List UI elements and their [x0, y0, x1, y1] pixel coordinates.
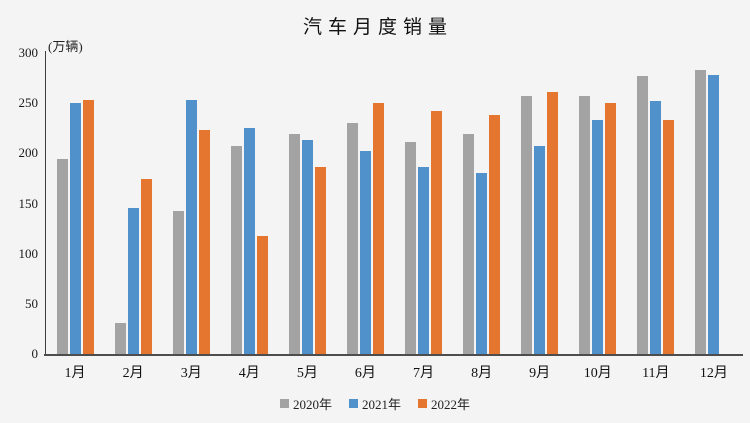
y-tick-label-100: 100	[18, 245, 39, 261]
bar-2021年-3月	[185, 100, 197, 354]
bar-2021年-10月	[592, 120, 604, 354]
x-tick-label-1月: 1月	[64, 366, 86, 381]
y-tick-label-50: 50	[25, 295, 38, 311]
x-tick-label-8月: 8月	[471, 366, 493, 381]
bar-group-6月	[336, 53, 394, 354]
x-tick-label-11月: 11月	[642, 366, 670, 381]
x-tick-label-9月: 9月	[529, 366, 551, 381]
y-tick-label-150: 150	[18, 195, 39, 211]
x-axis-tick-labels: 1月 2月 3月 4月 5月 6月 7月 8月 9月 10月 11月 12月	[46, 362, 743, 382]
bar-2021年-9月	[534, 146, 546, 354]
x-tick-label-12月: 12月	[699, 366, 728, 381]
bar-group-4月	[220, 53, 278, 354]
bar-group-12月	[685, 53, 743, 354]
legend-label: 2022年	[431, 397, 471, 412]
legend-swatch-icon	[279, 399, 289, 408]
x-tick-label-4月: 4月	[238, 366, 260, 381]
bar-2021年-5月	[301, 140, 313, 354]
bar-group-8月	[453, 53, 511, 354]
x-tick-label-5月: 5月	[296, 366, 318, 381]
y-tick-label-0: 0	[31, 346, 39, 361]
bar-2022年-1月	[82, 100, 94, 354]
bar-2020年-6月	[346, 123, 358, 354]
x-tick-label-3月: 3月	[180, 366, 202, 381]
bar-group-9月	[511, 53, 569, 354]
y-tick-label-200: 200	[18, 145, 39, 161]
bar-group-7月	[394, 53, 452, 354]
legend-swatch-icon	[348, 399, 358, 408]
bar-2020年-2月	[114, 323, 126, 354]
bar-2021年-11月	[650, 101, 662, 354]
bar-2021年-1月	[69, 103, 81, 354]
bar-2021年-2月	[127, 208, 139, 354]
bar-2022年-4月	[256, 236, 268, 354]
bar-2022年-10月	[605, 103, 617, 354]
bar-group-3月	[162, 53, 220, 354]
bar-2021年-7月	[418, 167, 429, 354]
legend-item-2022年: 2022年	[418, 394, 470, 413]
bar-2022年-11月	[663, 120, 675, 354]
chart-title: 汽车月度销量	[302, 17, 453, 38]
legend-label: 2020年	[292, 397, 332, 412]
legend: 2020年 2021年 2022年	[0, 394, 750, 413]
bar-2020年-9月	[521, 96, 533, 354]
bar-group-10月	[569, 53, 627, 354]
y-tick-label-300: 300	[18, 45, 39, 60]
bar-2021年-6月	[359, 151, 371, 354]
x-tick-label-7月: 7月	[413, 366, 434, 381]
bar-2022年-2月	[140, 179, 152, 354]
bar-group-11月	[627, 53, 685, 354]
bar-group-2月	[104, 53, 162, 354]
y-tick-label-250: 250	[18, 95, 39, 111]
bar-2020年-12月	[695, 70, 707, 354]
bar-2022年-5月	[314, 167, 326, 354]
x-tick-label-2月: 2月	[122, 366, 144, 381]
legend-label: 2021年	[361, 397, 401, 412]
bar-2020年-1月	[56, 159, 68, 354]
bar-2020年-11月	[637, 76, 649, 354]
bar-2020年-4月	[230, 146, 242, 354]
bar-2020年-8月	[463, 134, 475, 354]
bar-2020年-7月	[405, 142, 416, 354]
bar-2022年-6月	[372, 103, 384, 354]
bar-2020年-10月	[579, 96, 591, 354]
bar-2022年-3月	[198, 130, 210, 354]
bar-2021年-8月	[476, 173, 488, 354]
bar-2021年-4月	[243, 128, 255, 354]
bar-group-1月	[46, 53, 104, 354]
x-tick-label-10月: 10月	[583, 366, 612, 381]
bar-2022年-7月	[431, 111, 442, 354]
bar-2020年-3月	[172, 211, 184, 354]
bar-2022年-8月	[489, 115, 501, 354]
legend-item-2021年: 2021年	[348, 394, 401, 413]
plot-area	[46, 53, 743, 354]
bar-group-5月	[278, 53, 336, 354]
bar-2020年-5月	[288, 134, 300, 354]
bar-2022年-9月	[547, 92, 559, 354]
legend-item-2020年: 2020年	[279, 394, 332, 413]
legend-swatch-icon	[418, 399, 427, 408]
x-tick-label-6月: 6月	[354, 366, 376, 381]
y-axis-line	[45, 51, 46, 355]
x-axis-line	[44, 354, 743, 356]
y-axis-unit-label: (万辆)	[48, 39, 83, 54]
bar-2021年-12月	[708, 75, 720, 354]
